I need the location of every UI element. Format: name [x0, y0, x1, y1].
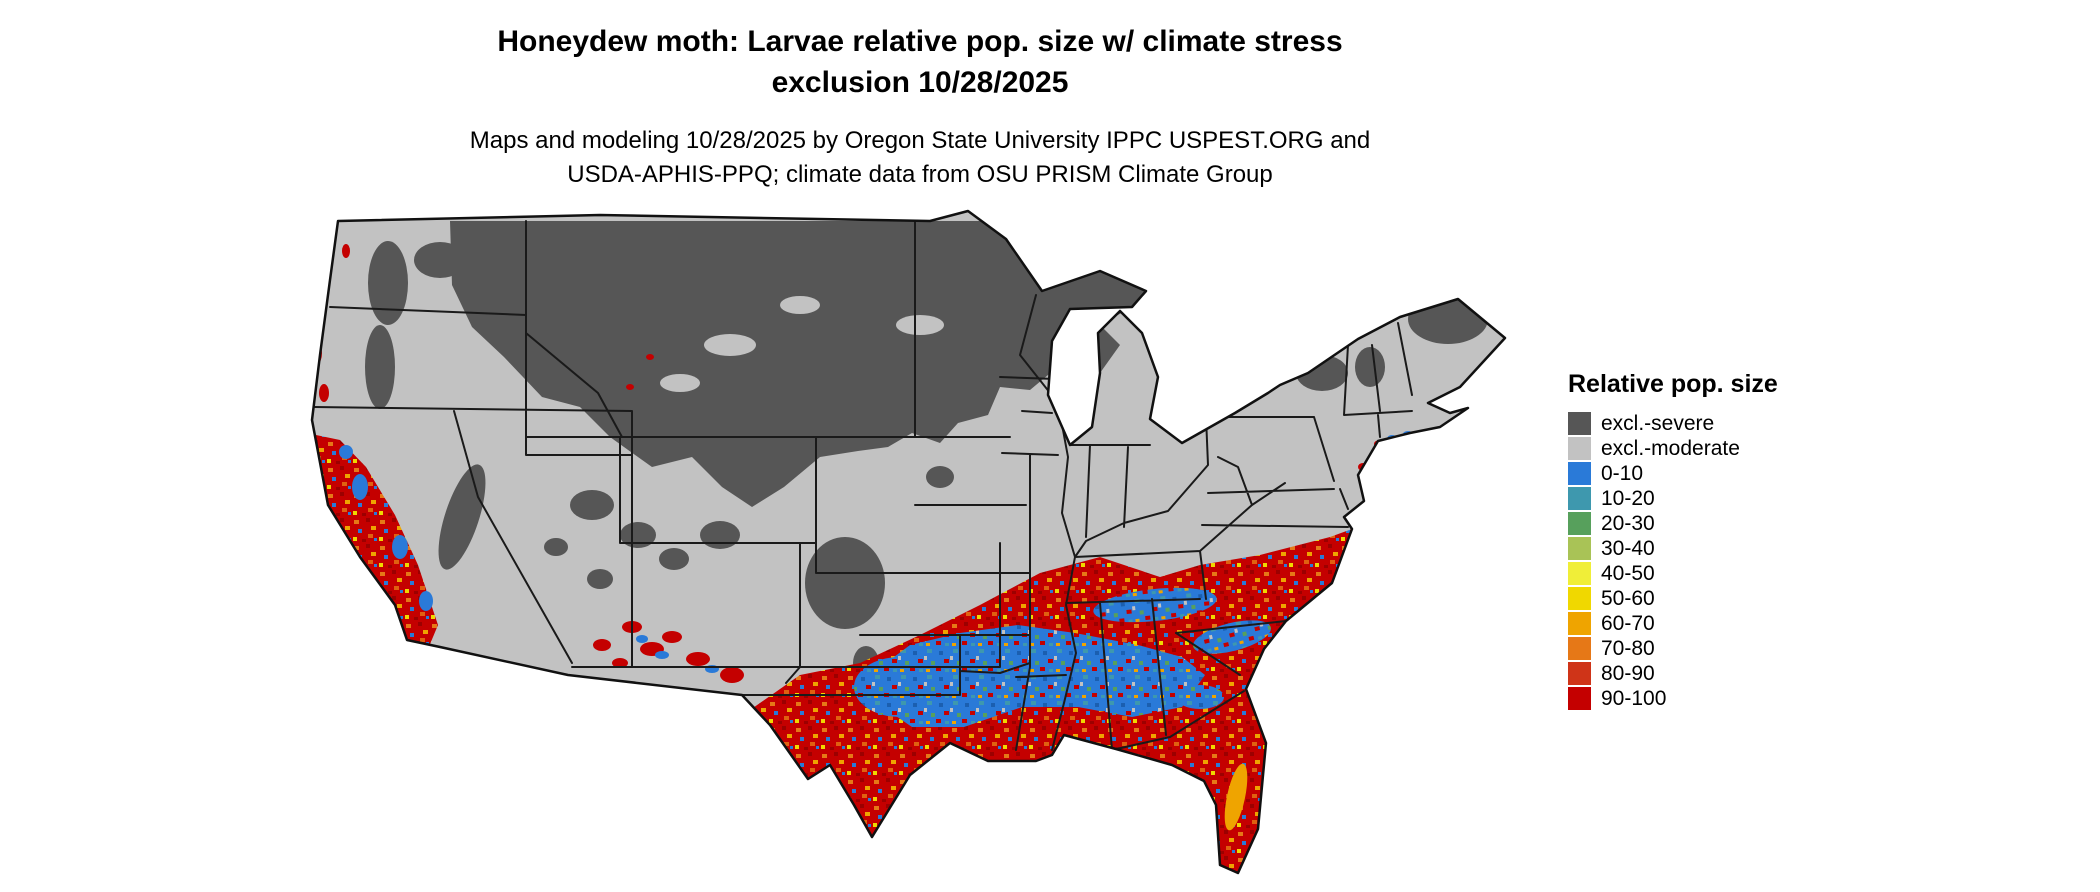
legend-swatch: [1568, 512, 1591, 535]
legend-swatch: [1568, 462, 1591, 485]
legend-item-label: 80-90: [1601, 661, 1655, 685]
legend-swatch: [1568, 437, 1591, 460]
legend-item-label: excl.-moderate: [1601, 436, 1740, 460]
map-legend: Relative pop. size excl.-severe excl.-mo…: [1568, 370, 1778, 711]
legend-item: 20-30: [1568, 511, 1778, 536]
legend-item-label: 50-60: [1601, 586, 1655, 610]
legend-item-label: 0-10: [1601, 461, 1644, 485]
figure-title: Honeydew moth: Larvae relative pop. size…: [0, 22, 1840, 103]
legend-item: 50-60: [1568, 586, 1778, 611]
legend-swatch: [1568, 562, 1591, 585]
legend-item: 60-70: [1568, 611, 1778, 636]
legend-item: excl.-moderate: [1568, 436, 1778, 461]
legend-item: 70-80: [1568, 636, 1778, 661]
figure-title-line1: Honeydew moth: Larvae relative pop. size…: [497, 25, 1343, 58]
legend-swatch: [1568, 487, 1591, 510]
map-excl-severe-layer: [365, 221, 1488, 680]
legend-item: 0-10: [1568, 461, 1778, 486]
figure-subtitle-line1: Maps and modeling 10/28/2025 by Oregon S…: [469, 127, 1371, 154]
legend-item: 40-50: [1568, 561, 1778, 586]
legend-item-label: 70-80: [1601, 636, 1655, 660]
us-map: [310, 209, 1507, 875]
legend-item-label: 90-100: [1601, 686, 1667, 710]
map-container: [300, 205, 1530, 885]
legend-item: excl.-severe: [1568, 411, 1778, 436]
legend-item-label: 10-20: [1601, 486, 1655, 510]
legend-item-label: 20-30: [1601, 511, 1655, 535]
legend-swatch: [1568, 537, 1591, 560]
legend-swatch: [1568, 662, 1591, 685]
legend-item: 30-40: [1568, 536, 1778, 561]
legend-item-label: excl.-severe: [1601, 411, 1715, 435]
legend-swatch: [1568, 587, 1591, 610]
legend-title: Relative pop. size: [1568, 370, 1778, 398]
figure-subtitle-line2: USDA-APHIS-PPQ; climate data from OSU PR…: [567, 160, 1273, 188]
figure-title-line2: exclusion 10/28/2025: [771, 65, 1069, 99]
legend-swatch: [1568, 687, 1591, 710]
map-valley-holes: [660, 296, 944, 392]
legend-item: 80-90: [1568, 661, 1778, 686]
legend-item-label: 60-70: [1601, 611, 1655, 635]
state-borders: [313, 220, 1413, 751]
legend-swatch: [1568, 412, 1591, 435]
legend-swatch: [1568, 637, 1591, 660]
legend-item-label: 40-50: [1601, 561, 1655, 585]
figure-subtitle: Maps and modeling 10/28/2025 by Oregon S…: [0, 124, 1840, 191]
legend-item-label: 30-40: [1601, 536, 1655, 560]
us-outline: [310, 209, 1507, 875]
legend-item: 90-100: [1568, 686, 1778, 711]
legend-swatch: [1568, 612, 1591, 635]
legend-item: 10-20: [1568, 486, 1778, 511]
